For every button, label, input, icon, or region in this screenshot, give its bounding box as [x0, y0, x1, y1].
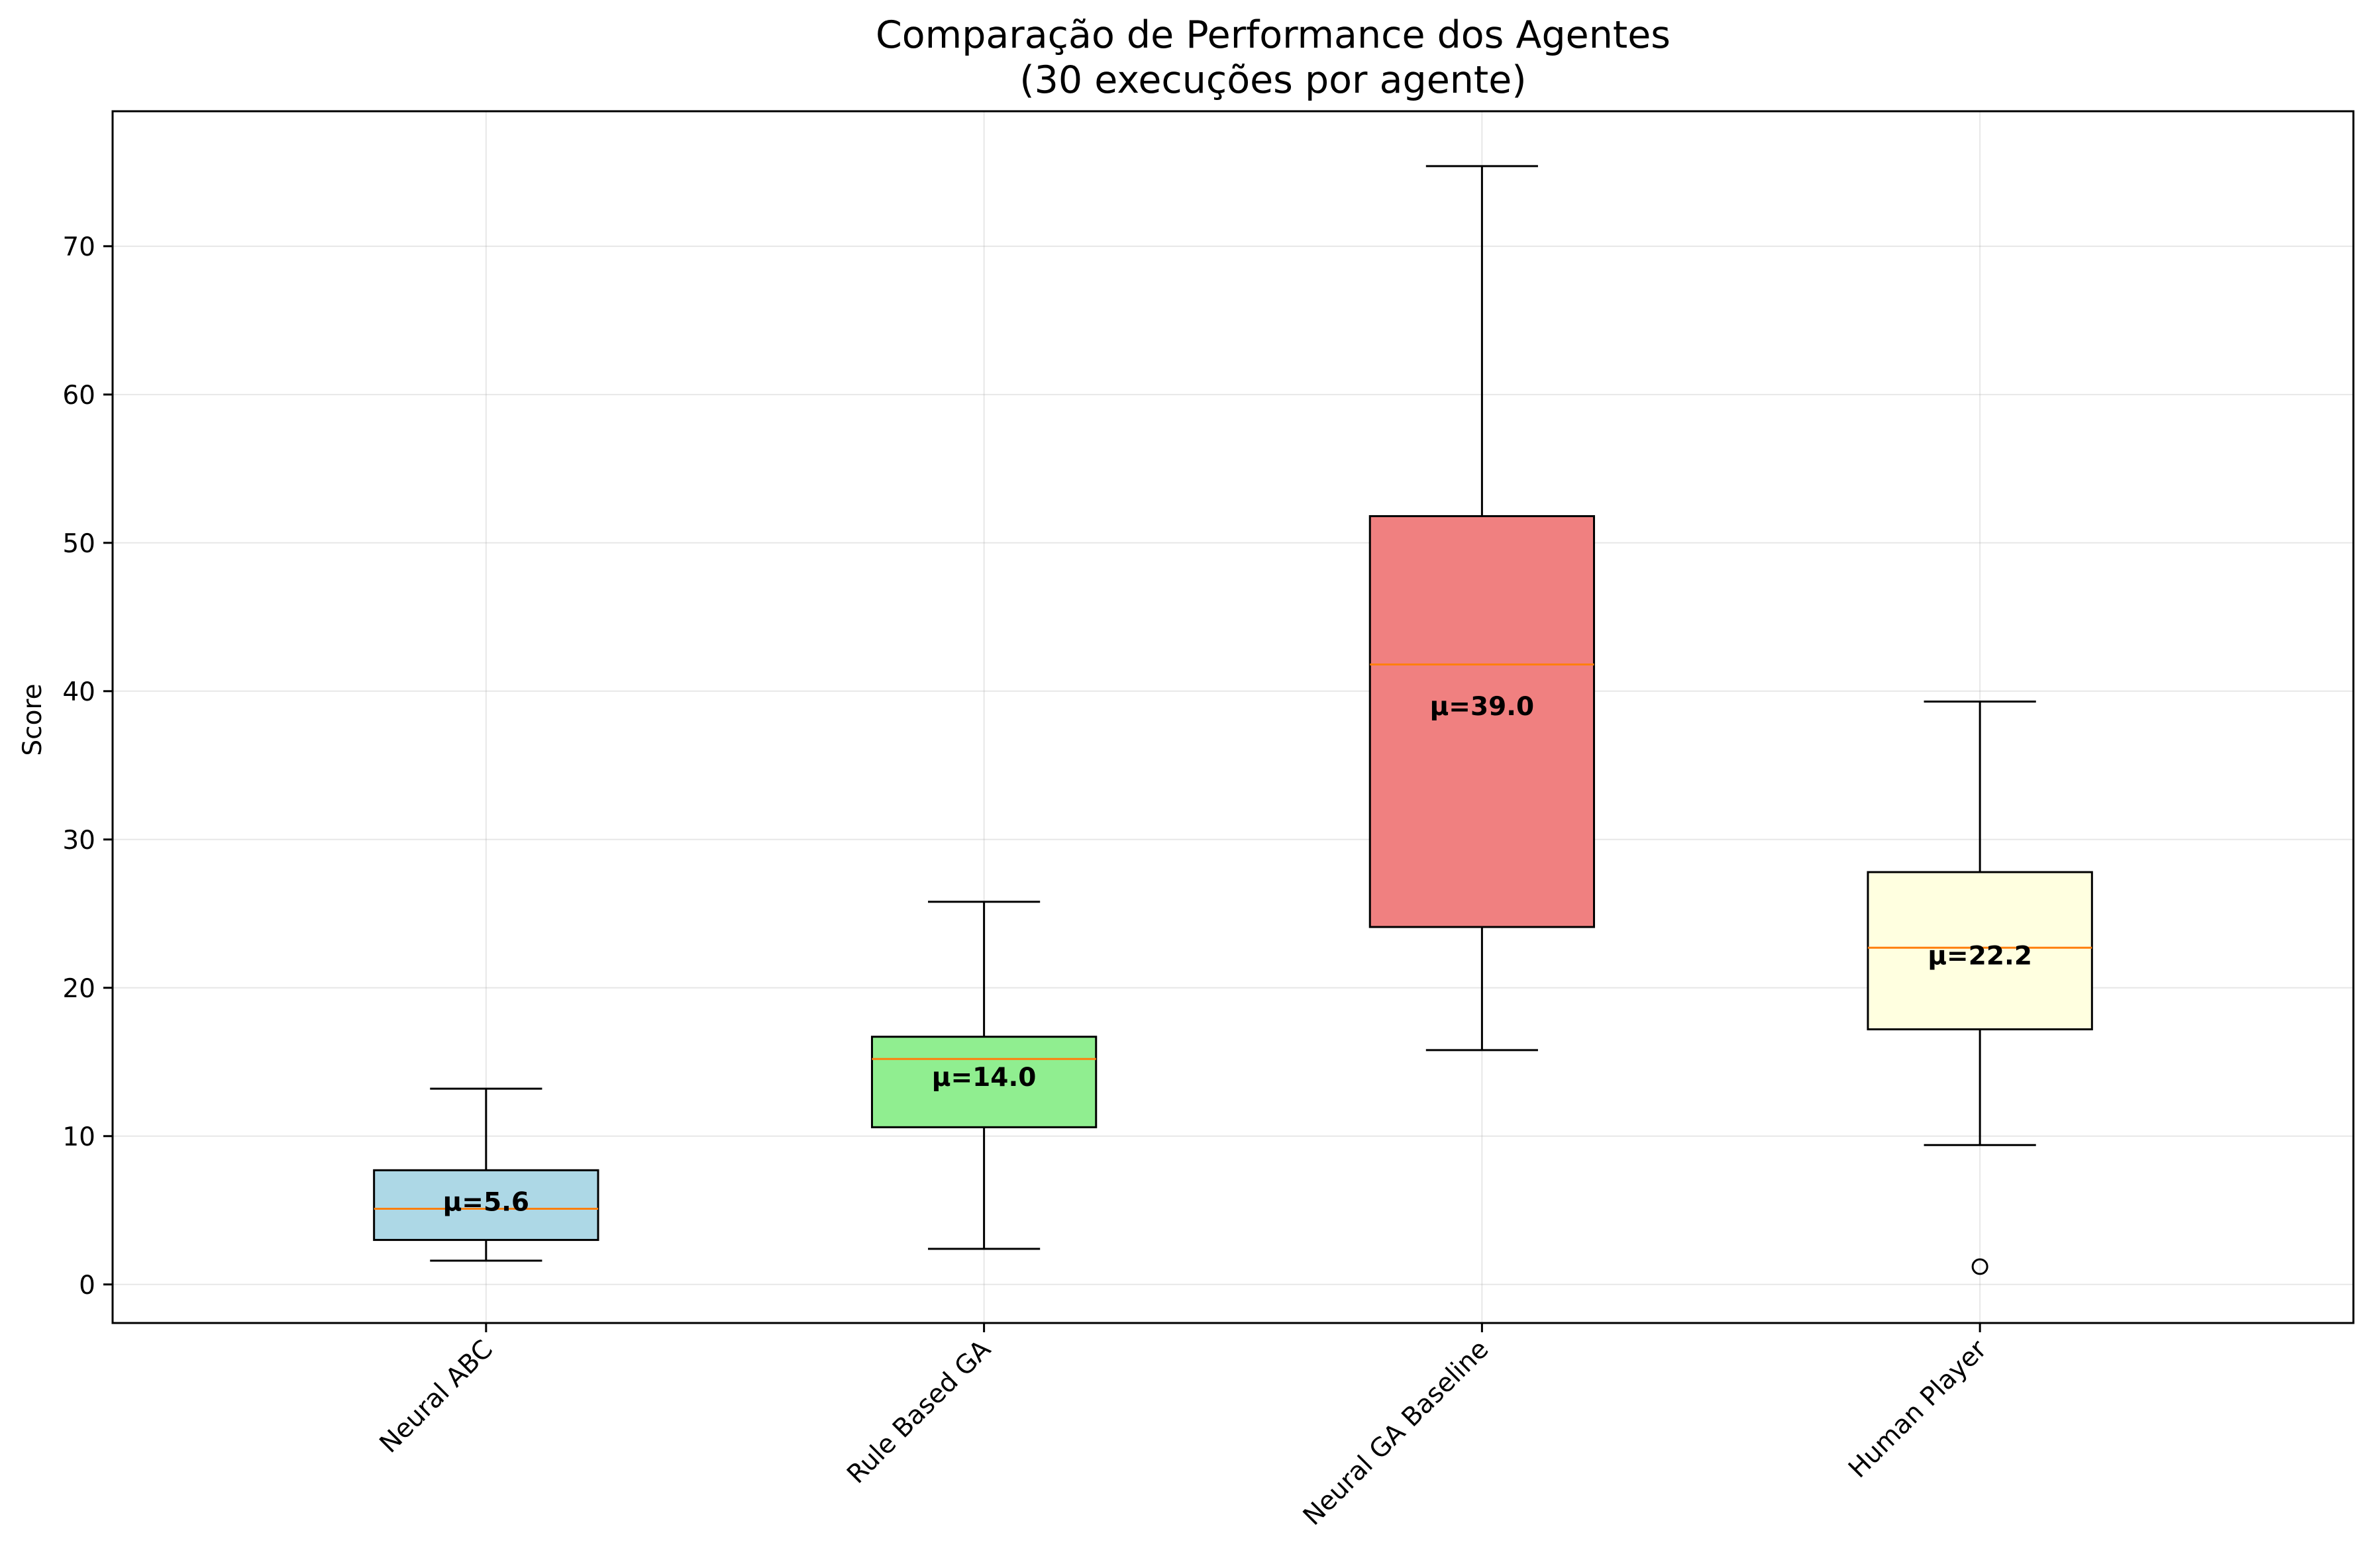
- outlier-point: [1971, 1258, 1988, 1275]
- y-tick-label: 50: [62, 529, 95, 559]
- grid-lines: [113, 111, 2353, 1323]
- x-tick-label: Rule Based GA: [841, 1334, 996, 1489]
- mean-label: μ=39.0: [1430, 692, 1535, 722]
- y-tick-label: 20: [62, 974, 95, 1004]
- box-body: [1867, 871, 2093, 1030]
- y-tick-label: 30: [62, 826, 95, 856]
- mean-label: μ=22.2: [1927, 942, 2032, 971]
- axis-ticks: 0 10 20 30 40 50 60 70 Neural ABC Rule Based GA Ne…: [62, 232, 1993, 1532]
- chart-title: Comparação de Performance dos Agentes: [876, 13, 1670, 57]
- mean-label: μ=14.0: [932, 1063, 1037, 1093]
- y-axis-label: Score: [18, 683, 48, 756]
- chart-subtitle: (30 execuções por agente): [1019, 58, 1526, 102]
- box-group-3: μ=39.0: [1368, 165, 1596, 1052]
- box-group-2: μ=14.0: [870, 901, 1098, 1250]
- plot-frame: [111, 110, 2355, 1324]
- box-body: [1368, 514, 1596, 928]
- boxes: μ=5.6 μ=14.0 μ=39.0 μ=22.2: [373, 165, 2093, 1275]
- x-tick-label: Neural GA Baseline: [1298, 1334, 1494, 1531]
- y-tick-label: 10: [62, 1122, 95, 1152]
- mean-label: μ=5.6: [443, 1187, 529, 1217]
- x-tick-label: Neural ABC: [374, 1334, 499, 1459]
- y-tick-label: 40: [62, 677, 95, 707]
- y-tick-label: 0: [79, 1271, 95, 1300]
- box-group-4: μ=22.2: [1867, 700, 2093, 1275]
- box-body: [373, 1169, 599, 1242]
- x-tick-label: Human Player: [1843, 1334, 1993, 1485]
- y-tick-label: 60: [62, 381, 95, 411]
- box-body: [870, 1036, 1098, 1128]
- box-group-1: μ=5.6: [373, 1087, 599, 1262]
- y-tick-label: 70: [62, 232, 95, 262]
